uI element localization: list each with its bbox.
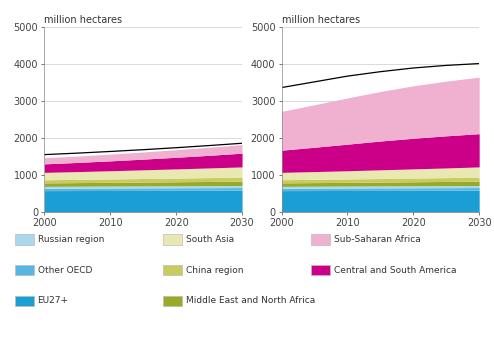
- Text: Middle East and North Africa: Middle East and North Africa: [186, 297, 315, 305]
- Text: Other OECD: Other OECD: [38, 266, 92, 275]
- Text: EU27+: EU27+: [38, 297, 69, 305]
- Text: South Asia: South Asia: [186, 235, 234, 244]
- Text: million hectares: million hectares: [44, 15, 123, 25]
- Text: Central and South America: Central and South America: [334, 266, 456, 275]
- Text: million hectares: million hectares: [282, 15, 360, 25]
- Text: Sub-Saharan Africa: Sub-Saharan Africa: [334, 235, 421, 244]
- Text: Russian region: Russian region: [38, 235, 104, 244]
- Text: China region: China region: [186, 266, 243, 275]
